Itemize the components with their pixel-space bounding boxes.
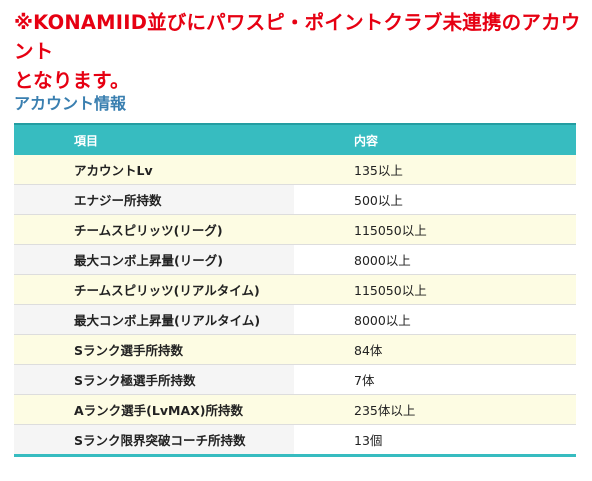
row-label: Sランク選手所持数 — [14, 334, 294, 365]
row-label: チームスピリッツ(リーグ) — [14, 214, 294, 245]
header-item: 項目 — [74, 133, 99, 148]
row-label: 最大コンボ上昇量(リアルタイム) — [14, 304, 294, 335]
row-value: 8000以上 — [294, 244, 576, 275]
table-row: アカウントLv 135以上 — [14, 155, 576, 185]
notice-line-1: ※KONAMIID並びにパワスピ・ポイントクラブ未連携のアカウント — [14, 11, 581, 63]
table-row: Sランク限界突破コーチ所持数 13個 — [14, 424, 576, 456]
row-value: 235体以上 — [294, 394, 576, 425]
row-label: チームスピリッツ(リアルタイム) — [14, 274, 294, 305]
table-row: チームスピリッツ(リーグ) 115050以上 — [14, 214, 576, 245]
row-label: Sランク極選手所持数 — [14, 364, 294, 395]
table-row: Sランク選手所持数 84体 — [14, 334, 576, 365]
section-title: アカウント情報 — [14, 94, 127, 113]
unlinked-account-notice: ※KONAMIID並びにパワスピ・ポイントクラブ未連携のアカウント となります。 — [14, 8, 584, 95]
table-row: チームスピリッツ(リアルタイム) 115050以上 — [14, 274, 576, 305]
row-label: Aランク選手(LvMAX)所持数 — [14, 394, 294, 425]
account-info-table: 項目 内容 アカウントLv 135以上 エナジー所持数 500以上 チームスピリ… — [14, 123, 576, 457]
row-value: 7体 — [294, 364, 576, 395]
row-value: 84体 — [294, 334, 576, 365]
table-row: Aランク選手(LvMAX)所持数 235体以上 — [14, 394, 576, 425]
row-label: エナジー所持数 — [14, 184, 294, 215]
row-label: アカウントLv — [14, 155, 294, 185]
header-value: 内容 — [354, 133, 379, 148]
row-value: 500以上 — [294, 184, 576, 215]
row-value: 115050以上 — [294, 214, 576, 245]
row-label: 最大コンボ上昇量(リーグ) — [14, 244, 294, 275]
row-value: 13個 — [294, 424, 576, 456]
table-row: 最大コンボ上昇量(リーグ) 8000以上 — [14, 244, 576, 275]
table-header-row: 項目 内容 — [14, 124, 576, 155]
table-row: 最大コンボ上昇量(リアルタイム) 8000以上 — [14, 304, 576, 335]
row-label: Sランク限界突破コーチ所持数 — [14, 424, 294, 456]
notice-line-2: となります。 — [14, 69, 130, 92]
table-row: エナジー所持数 500以上 — [14, 184, 576, 215]
row-value: 115050以上 — [294, 274, 576, 305]
row-value: 135以上 — [294, 155, 576, 185]
table-row: Sランク極選手所持数 7体 — [14, 364, 576, 395]
row-value: 8000以上 — [294, 304, 576, 335]
